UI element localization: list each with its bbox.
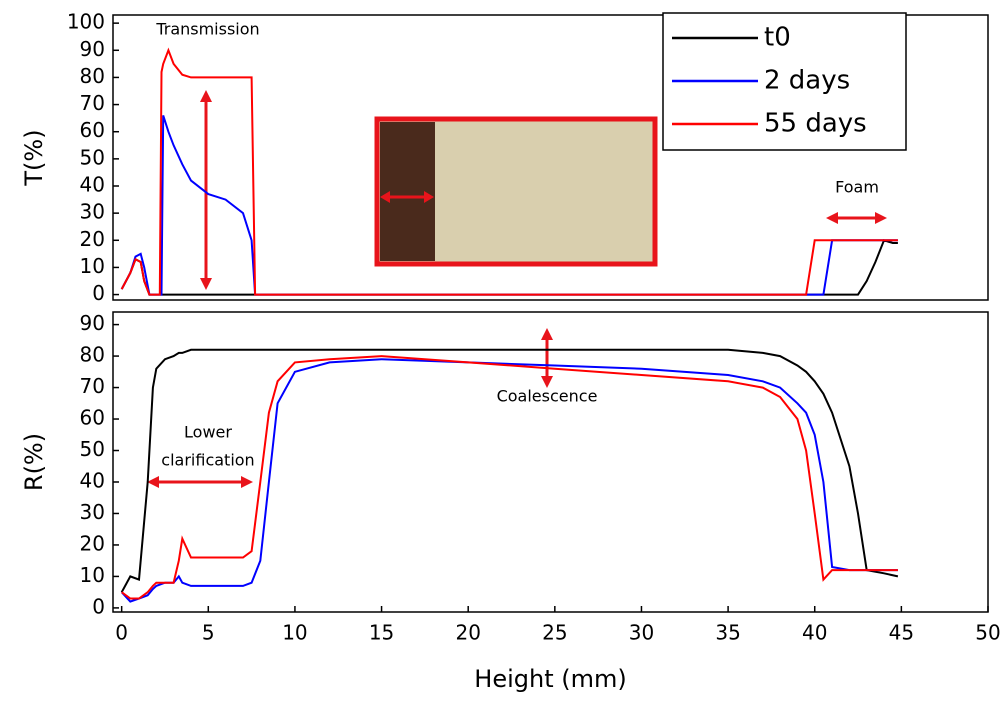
x-tick-label: 15 <box>369 621 394 645</box>
x-axis-label: Height (mm) <box>474 665 626 693</box>
legend-label: 2 days <box>764 66 850 96</box>
y-axis-label: T(%) <box>20 129 48 186</box>
inset-photo <box>374 116 658 267</box>
y-tick-label: 30 <box>80 500 105 524</box>
x-tick-label: 50 <box>975 621 1000 645</box>
plot-frame <box>112 14 989 301</box>
y-tick-label: 10 <box>80 254 105 278</box>
plot-frame <box>112 311 989 613</box>
y-tick-label: 100 <box>67 10 105 34</box>
x-tick-label: 40 <box>802 621 827 645</box>
y-tick-label: 0 <box>92 281 105 305</box>
legend-label: t0 <box>764 23 791 53</box>
legend: t0 2 days 55 days <box>662 12 907 151</box>
annotation: clarification <box>161 451 254 470</box>
y-tick-label: 60 <box>80 118 105 142</box>
x-tick-label: 10 <box>282 621 307 645</box>
x-tick-label: 30 <box>629 621 654 645</box>
series-line <box>120 47 898 296</box>
x-tick-label: 0 <box>115 621 128 645</box>
y-axis-label: R(%) <box>20 433 48 491</box>
y-tick-label: 40 <box>80 173 105 197</box>
y-tick-label: 90 <box>80 37 105 61</box>
legend-box <box>662 12 907 151</box>
y-tick-label: 70 <box>80 91 105 115</box>
annotation: Transmission <box>155 20 259 39</box>
x-tick-label: 20 <box>455 621 480 645</box>
series-line <box>121 355 898 600</box>
y-tick-label: 80 <box>80 343 105 367</box>
y-tick-label: 70 <box>80 374 105 398</box>
y-tick-label: 90 <box>80 311 105 335</box>
series-line <box>120 348 899 593</box>
x-tick-label: 35 <box>715 621 740 645</box>
annotation: Foam <box>835 178 879 197</box>
legend-label: 55 days <box>764 109 867 139</box>
x-tick-label: 45 <box>889 621 914 645</box>
y-tick-label: 10 <box>80 563 105 587</box>
y-tick-label: 20 <box>80 227 105 251</box>
y-tick-label: 50 <box>80 437 105 461</box>
arrows <box>147 90 887 488</box>
y-tick-label: 20 <box>80 531 105 555</box>
y-tick-label: 40 <box>80 468 105 492</box>
x-tick-label: 25 <box>542 621 567 645</box>
y-tick-label: 0 <box>92 594 105 618</box>
y-tick-label: 30 <box>80 200 105 224</box>
annotation: Lower <box>184 423 232 442</box>
annotation: Coalescence <box>497 387 598 406</box>
y-tick-label: 50 <box>80 145 105 169</box>
x-tick-label: 5 <box>202 621 215 645</box>
y-tick-label: 60 <box>80 406 105 430</box>
y-tick-label: 80 <box>80 64 105 88</box>
